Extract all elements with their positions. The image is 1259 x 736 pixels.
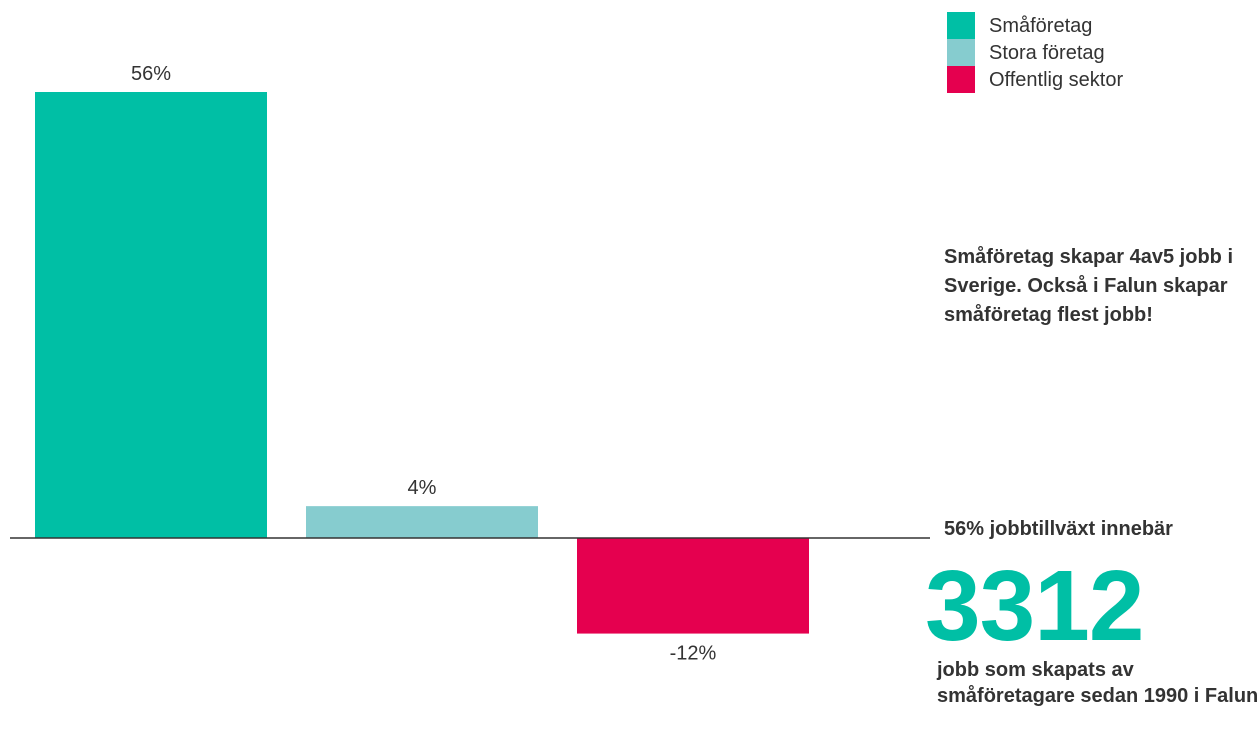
value-labels-group: 56% 4% -12% (131, 63, 717, 665)
legend-swatch (947, 39, 975, 66)
bar-chart: 56% 4% -12% (10, 63, 930, 665)
bar-value-label: 56% (131, 63, 171, 85)
legend-swatch (947, 66, 975, 93)
legend-swatch (947, 12, 975, 39)
note-text: Småföretag skapar 4av5 jobb i Sverige. O… (944, 246, 1234, 326)
big-number: 3312 (925, 550, 1144, 662)
legend-label: Stora företag (989, 41, 1105, 64)
legend-item-stora-foretag: Stora företag (947, 39, 1123, 66)
bar-value-label: 4% (408, 477, 437, 499)
bar-value-label: -12% (670, 643, 717, 665)
caption-text: jobb som skapats av småföretagare sedan … (937, 659, 1259, 707)
bars-group (35, 92, 809, 634)
legend-label: Småföretag (989, 14, 1093, 37)
legend-item-smaforetag: Småföretag (947, 12, 1123, 39)
growth-text: 56% jobbtillväxt innebär (944, 518, 1173, 540)
legend-item-offentlig-sektor: Offentlig sektor (947, 66, 1123, 93)
bar-1 (35, 92, 267, 538)
bar-3 (577, 538, 809, 634)
legend: Småföretag Stora företag Offentlig sekto… (947, 12, 1123, 93)
bar-2 (306, 506, 538, 538)
legend-label: Offentlig sektor (989, 68, 1124, 91)
